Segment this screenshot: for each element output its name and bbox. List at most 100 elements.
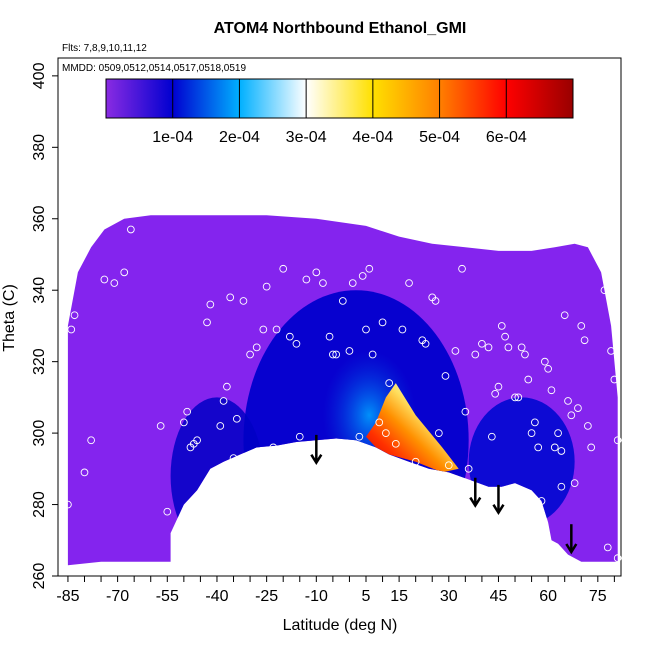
sample-point <box>405 279 413 287</box>
x-axis: -85 -70 -55 -40 -25 -10 5 15 30 45 60 75 <box>56 576 615 605</box>
sample-point <box>80 468 89 477</box>
y-tick-label: 280 <box>31 491 48 518</box>
x-tick-label: -55 <box>156 588 179 605</box>
sample-point <box>540 357 549 366</box>
sample-point <box>355 432 364 441</box>
sample-point <box>203 318 211 327</box>
sample-point <box>484 343 493 352</box>
heatmap <box>67 215 618 566</box>
y-tick-label: 300 <box>31 420 48 447</box>
high-concentration-plume <box>366 383 459 473</box>
sample-point <box>441 372 450 380</box>
sample-point <box>491 389 500 398</box>
y-tick-label: 360 <box>31 205 48 232</box>
flight-arrow <box>492 484 505 516</box>
sample-point <box>560 311 569 320</box>
sample-point <box>504 343 513 352</box>
sample-point <box>577 322 586 330</box>
sample-point <box>382 429 390 437</box>
x-tick-label: 75 <box>589 588 607 605</box>
sample-point <box>183 407 192 416</box>
sample-point <box>554 429 562 437</box>
colorbar-scale <box>105 78 574 119</box>
sample-point <box>557 482 566 491</box>
x-axis-label: Latitude (deg N) <box>283 617 398 634</box>
sample-point <box>590 239 599 248</box>
sample-point <box>613 554 622 562</box>
flight-arrow <box>310 434 323 466</box>
sample-point <box>365 264 374 273</box>
sample-point <box>229 454 238 462</box>
sample-point <box>110 279 119 287</box>
sample-point <box>531 418 539 427</box>
sample-point <box>219 397 228 405</box>
sample-point <box>232 414 241 423</box>
sample-point <box>435 429 443 437</box>
sample-point <box>613 436 622 445</box>
sample-point <box>156 422 165 430</box>
sample-point <box>461 407 470 416</box>
sample-point <box>464 464 473 473</box>
y-tick-label: 260 <box>31 563 48 590</box>
sample-point <box>537 497 546 505</box>
x-tick-label: -25 <box>255 588 278 605</box>
sample-point <box>458 264 466 273</box>
colorbar-tick-label: 3e-04 <box>286 129 327 146</box>
sample-point <box>127 225 135 234</box>
sample-point <box>179 418 188 427</box>
sample-point <box>279 264 288 273</box>
sample-point <box>292 339 301 348</box>
sample-point <box>431 297 440 305</box>
sample-point <box>471 350 480 359</box>
sample-point <box>564 397 572 405</box>
y-tick-label: 380 <box>31 134 48 161</box>
sample-point <box>497 322 506 330</box>
x-tick-label: -40 <box>205 588 228 605</box>
sample-point <box>67 325 76 334</box>
sample-point <box>199 514 208 523</box>
sample-point <box>239 297 248 305</box>
sample-point <box>574 404 582 412</box>
sample-point <box>87 436 95 445</box>
sample-point <box>451 347 460 355</box>
sample-point <box>193 436 201 445</box>
y-tick-label: 340 <box>31 277 48 304</box>
sample-point <box>206 300 215 309</box>
sample-point <box>100 275 109 284</box>
y-tick-label: 400 <box>31 62 48 89</box>
sample-point <box>534 443 543 452</box>
x-tick-label: -70 <box>106 588 129 605</box>
sample-point <box>385 379 394 387</box>
sample-point <box>262 282 271 291</box>
x-tick-label: 45 <box>490 588 508 605</box>
sample-point <box>584 422 592 430</box>
sample-point <box>478 339 486 348</box>
chart-title: ATOM4 Northbound Ethanol_GMI <box>214 20 467 37</box>
x-tick-label: -10 <box>305 588 328 605</box>
sample-point <box>246 350 254 359</box>
sample-point <box>226 293 235 302</box>
sample-point <box>375 418 384 427</box>
sample-point <box>511 393 519 402</box>
sample-point <box>163 507 172 516</box>
sample-point <box>610 375 619 384</box>
sample-point <box>325 332 334 341</box>
flight-arrows <box>310 434 578 555</box>
x-tick-label: 60 <box>539 588 557 605</box>
sample-point <box>517 343 526 352</box>
colorbar-tick-label: 4e-04 <box>352 129 393 146</box>
sample-points <box>64 225 622 562</box>
sample-point <box>398 325 407 334</box>
y-axis: 260 280 300 320 340 360 380 400 <box>31 62 58 589</box>
sample-point <box>527 429 536 437</box>
sample-point <box>494 382 503 391</box>
sample-point <box>514 393 523 402</box>
sample-point <box>444 461 453 470</box>
sample-point <box>501 332 509 341</box>
sample-point <box>64 500 72 509</box>
sample-point <box>70 311 79 320</box>
low-concentration-region-north <box>468 397 575 526</box>
sample-point <box>580 336 589 345</box>
sample-point <box>348 279 357 287</box>
sample-point <box>378 318 387 327</box>
